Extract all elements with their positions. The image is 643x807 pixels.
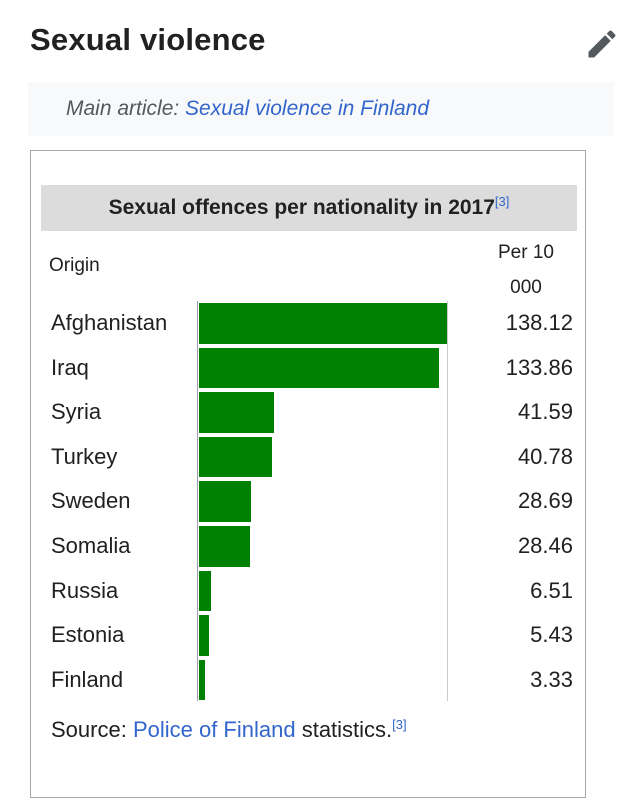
value-label: 5.43: [530, 622, 573, 648]
origin-label: Estonia: [51, 622, 125, 648]
table-row: Turkey 40.78: [31, 435, 587, 480]
hatnote-link[interactable]: Sexual violence in Finland: [185, 97, 430, 120]
per-column-header: Per 10 000: [486, 235, 566, 305]
bar-chart: Afghanistan 138.12 Iraq 133.86 Syria 41.59 Tur…: [31, 301, 587, 701]
origin-label: Sweden: [51, 488, 131, 514]
bar: [199, 615, 209, 656]
source-reference: [3]: [392, 717, 406, 732]
hatnote: Main article: Sexual violence in Finland: [28, 82, 614, 136]
chart-right-border: [447, 301, 448, 701]
origin-label: Finland: [51, 666, 124, 692]
caption-reference: [3]: [495, 194, 509, 209]
source-prefix: Source:: [51, 717, 133, 742]
value-label: 6.51: [530, 577, 573, 603]
section-heading: Sexual violence: [30, 18, 620, 68]
axis-line: [197, 301, 198, 701]
origin-label: Afghanistan: [51, 310, 168, 335]
bar: [199, 570, 211, 612]
table-row: Syria 41.59: [31, 390, 587, 435]
origin-label: Turkey: [51, 443, 118, 469]
caption-text: Sexual offences per nationality in 2017: [108, 196, 495, 219]
per-header-line1: Per 10: [498, 242, 554, 263]
table-row: Russia 6.51: [31, 569, 587, 614]
value-label: 40.78: [517, 443, 573, 469]
value-label: 133.86: [505, 354, 573, 380]
bar: [199, 659, 205, 701]
value-label: 28.46: [517, 533, 573, 558]
infobox: Sexual offences per nationality in 2017[…: [30, 150, 586, 798]
bar: [199, 347, 440, 389]
value-label: 3.33: [530, 666, 573, 692]
origin-label: Russia: [51, 577, 119, 603]
table-row: Somalia 28.46: [31, 524, 587, 569]
table-row: Afghanistan 138.12: [31, 301, 587, 346]
origin-label: Syria: [51, 399, 102, 425]
hatnote-prefix: Main article:: [66, 97, 186, 120]
table-row: Sweden 28.69: [31, 479, 587, 524]
origin-column-header: Origin: [49, 255, 100, 276]
source-suffix: statistics.: [295, 717, 393, 742]
per-header-line2: 000: [510, 277, 542, 298]
table-row: Iraq 133.86: [31, 346, 587, 391]
caption-reference-link[interactable]: [3]: [494, 194, 510, 209]
bar: [199, 481, 251, 522]
value-label: 138.12: [505, 310, 573, 335]
pencil-icon[interactable]: [584, 26, 620, 62]
source-link[interactable]: Police of Finland: [132, 717, 296, 742]
bar: [199, 303, 447, 344]
table-row: Estonia 5.43: [31, 613, 587, 658]
origin-label: Somalia: [51, 533, 131, 558]
chart-caption: Sexual offences per nationality in 2017[…: [41, 185, 577, 231]
table-row: Finland 3.33: [31, 658, 587, 703]
source-note: Source: Police of Finland statistics.[3]: [51, 717, 407, 743]
section-title: Sexual violence: [30, 22, 266, 57]
source-reference-link[interactable]: [3]: [392, 717, 407, 732]
bar: [199, 392, 274, 433]
origin-label: Iraq: [51, 354, 89, 380]
bar: [199, 436, 273, 478]
value-label: 28.69: [517, 488, 573, 514]
bar: [199, 526, 251, 567]
value-label: 41.59: [517, 399, 573, 425]
